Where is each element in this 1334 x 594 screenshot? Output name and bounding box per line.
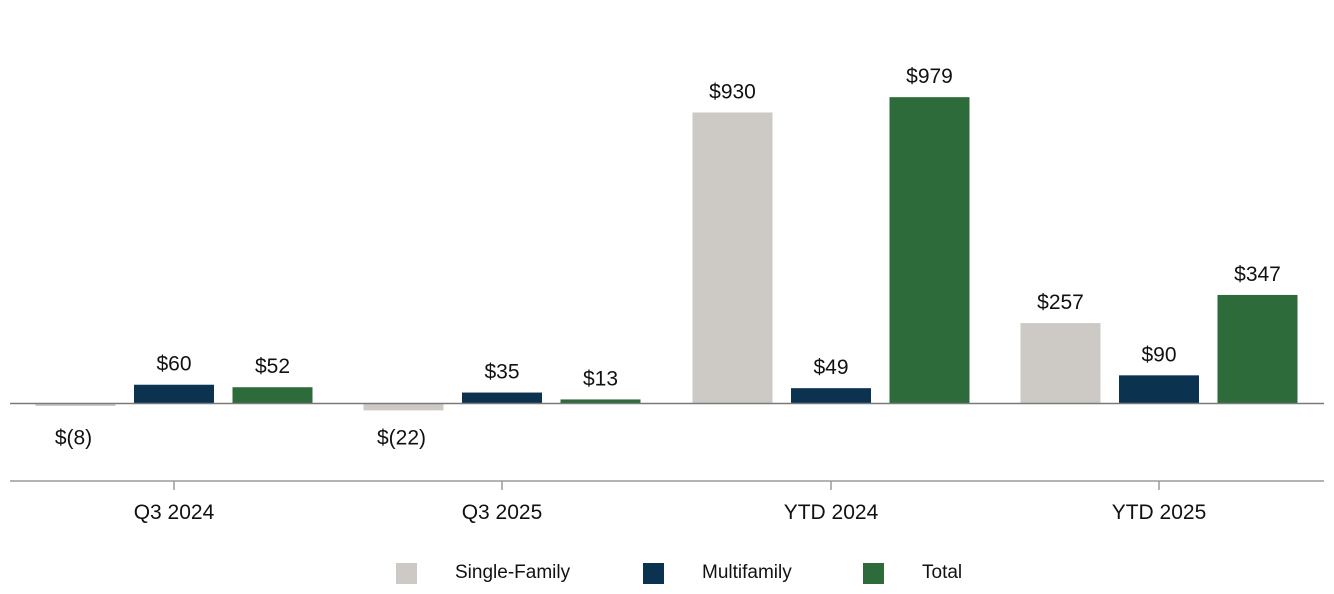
legend-item-multifamily: Multifamily [643,562,792,584]
bar-chart: $(8) $60 $52 $(22) $35 $13 $930 $49 $979 $257 $90 $… [10,65,1324,524]
x-tick-label-ytd-2025: YTD 2025 [1112,501,1207,524]
legend-label-multifamily: Multifamily [702,562,792,583]
x-tick-label-q3-2025: Q3 2025 [462,501,543,524]
data-label-total-ytd-2024: $979 [906,65,953,88]
legend: Single-Family Multifamily Total [0,558,1334,590]
data-label-multifamily-ytd-2024: $49 [813,356,848,379]
bar-total-ytd-2024 [889,97,970,404]
bar-single-family-q3-2024 [35,403,116,407]
bar-multifamily-q3-2024 [134,384,214,404]
x-tick-label-q3-2024: Q3 2024 [134,501,215,524]
bar-multifamily-q3-2025 [462,392,542,404]
bar-single-family-ytd-2024 [692,112,773,404]
data-label-total-q3-2024: $52 [255,355,290,378]
legend-label-total: Total [922,562,963,583]
bar-single-family-q3-2025 [363,403,444,411]
data-label-single-family-ytd-2025: $257 [1037,291,1084,314]
data-label-single-family-ytd-2024: $930 [709,81,756,104]
data-label-total-ytd-2025: $347 [1234,263,1281,286]
legend-item-total: Total [863,562,962,584]
x-tick-label-ytd-2024: YTD 2024 [784,501,879,524]
bar-total-ytd-2025 [1217,294,1298,404]
legend-swatch-multifamily [643,562,664,584]
data-label-single-family-q3-2024: $(8) [55,427,92,450]
bar-total-q3-2025 [560,399,641,404]
legend-item-single-family: Single-Family [396,562,570,584]
bar-single-family-ytd-2025 [1020,323,1101,404]
data-label-multifamily-ytd-2025: $90 [1141,343,1176,366]
data-label-multifamily-q3-2025: $35 [484,361,519,384]
data-label-total-q3-2025: $13 [583,367,618,390]
legend-swatch-single-family [396,562,417,584]
legend-label-single-family: Single-Family [455,562,571,583]
data-label-multifamily-q3-2024: $60 [156,353,191,376]
data-label-single-family-q3-2025: $(22) [377,427,426,450]
bar-multifamily-ytd-2024 [791,388,871,404]
legend-swatch-total [863,562,884,584]
bar-total-q3-2024 [232,387,313,404]
bar-multifamily-ytd-2025 [1119,375,1199,404]
